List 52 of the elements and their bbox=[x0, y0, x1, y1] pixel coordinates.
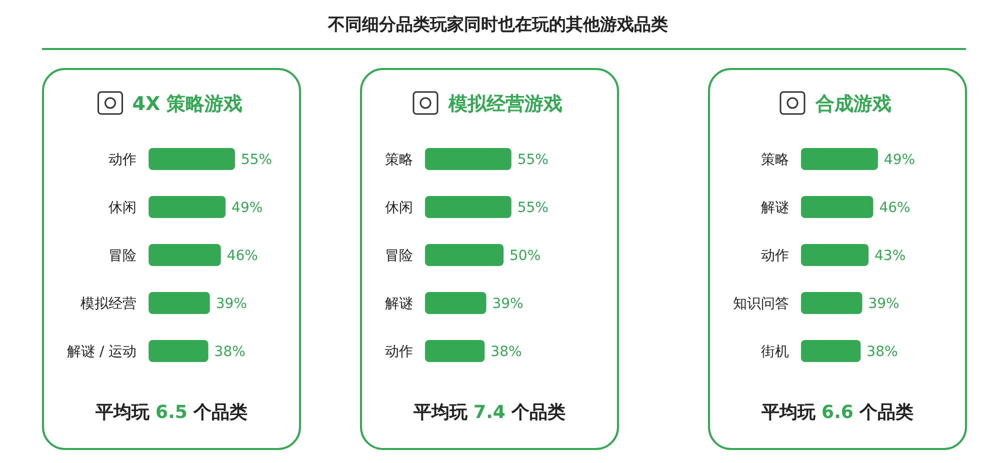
y-tick-label: 动作 bbox=[108, 152, 137, 168]
bar bbox=[425, 340, 485, 362]
bar bbox=[801, 292, 862, 314]
y-tick-label: 解谜 bbox=[385, 296, 413, 312]
y-tick-label: 模拟经营 bbox=[80, 296, 137, 312]
y-tick-label: 知识问答 bbox=[733, 296, 789, 312]
data-label: 38% bbox=[214, 344, 246, 360]
y-tick-label: 冒险 bbox=[385, 248, 413, 264]
bar bbox=[801, 196, 874, 218]
bar bbox=[148, 292, 210, 314]
chart-subtitle: 4X 策略游戏 bbox=[132, 93, 243, 115]
data-label: 43% bbox=[874, 248, 906, 264]
y-tick-label: 动作 bbox=[385, 344, 413, 360]
y-tick-label: 解谜 / 运动 bbox=[67, 344, 137, 360]
data-label: 38% bbox=[866, 344, 898, 360]
text: 平均玩 7.4 个品类 bbox=[412, 402, 566, 423]
chart-subtitle: 模拟经营游戏 bbox=[448, 93, 562, 115]
bar bbox=[148, 340, 208, 362]
bar bbox=[801, 340, 861, 362]
data-label: 39% bbox=[868, 296, 900, 312]
bar bbox=[425, 292, 486, 314]
text: 平均玩 6.6 个品类 bbox=[760, 402, 914, 423]
bar bbox=[148, 148, 235, 170]
data-label: 55% bbox=[240, 152, 272, 168]
data-label: 39% bbox=[216, 296, 247, 312]
y-tick-label: 策略 bbox=[385, 152, 413, 168]
y-tick-label: 策略 bbox=[761, 152, 789, 168]
data-label: 46% bbox=[879, 200, 910, 216]
bar bbox=[148, 244, 221, 266]
y-tick-label: 解谜 bbox=[761, 200, 789, 216]
data-label: 55% bbox=[517, 200, 548, 216]
data-label: 55% bbox=[517, 152, 548, 168]
data-label: 46% bbox=[226, 248, 258, 264]
data-label: 49% bbox=[232, 200, 263, 216]
text: 平均玩 6.5 个品类 bbox=[94, 402, 248, 423]
data-label: 38% bbox=[490, 344, 522, 360]
y-tick-label: 冒险 bbox=[108, 248, 137, 264]
data-label: 50% bbox=[510, 248, 541, 264]
bar bbox=[801, 244, 869, 266]
data-label: 49% bbox=[884, 152, 916, 168]
bar bbox=[801, 148, 878, 170]
y-tick-label: 休闲 bbox=[385, 200, 413, 216]
y-tick-label: 动作 bbox=[761, 248, 789, 264]
data-label: 39% bbox=[492, 296, 524, 312]
bar bbox=[148, 196, 226, 218]
y-tick-label: 街机 bbox=[761, 344, 789, 360]
text: 不同细分品类玩家同时也在玩的其他游戏品类 bbox=[327, 15, 668, 35]
chart-subtitle: 合成游戏 bbox=[814, 93, 892, 115]
bar bbox=[425, 148, 512, 170]
bar bbox=[425, 196, 512, 218]
y-tick-label: 休闲 bbox=[108, 200, 137, 216]
bar bbox=[425, 244, 504, 266]
